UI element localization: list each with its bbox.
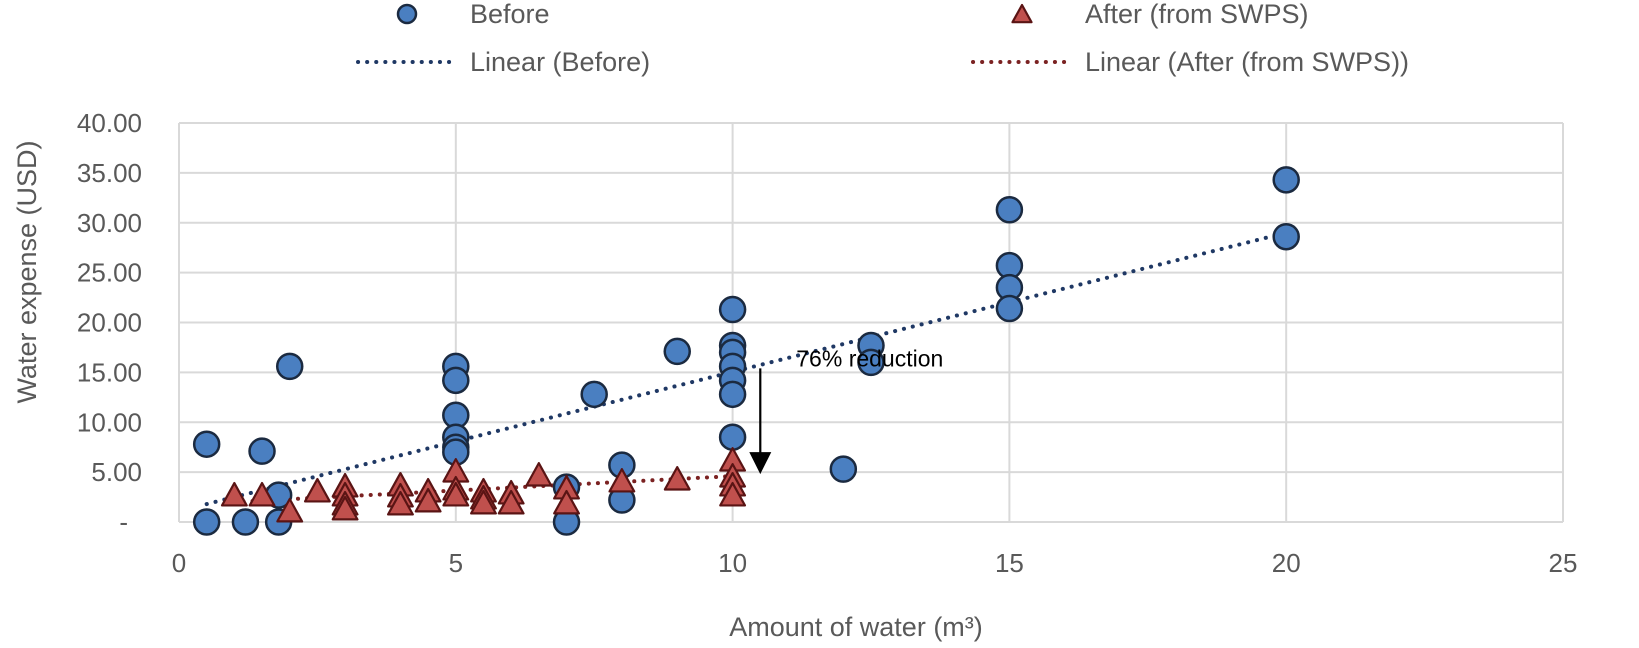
- y-tick-label: 25.00: [77, 258, 142, 288]
- after-point: [525, 462, 553, 487]
- before-point: [663, 337, 691, 366]
- y-tick-label: 30.00: [77, 208, 142, 238]
- after-point: [719, 481, 747, 507]
- x-tick-label: 10: [718, 548, 747, 578]
- legend-linear-after-label: Linear (After (from SWPS)): [1085, 47, 1409, 77]
- reduction-annotation: 76% reduction: [796, 345, 943, 371]
- before-point: [192, 508, 221, 536]
- legend-before-marker: [396, 3, 418, 25]
- gridlines: [178, 122, 1564, 523]
- before-point: [248, 437, 276, 465]
- y-tick-label: 20.00: [77, 308, 142, 338]
- after-point: [248, 481, 276, 507]
- before-point: [718, 295, 747, 324]
- before-point: [1272, 166, 1300, 194]
- y-axis-ticks: - 5.00 10.00 15.00 20.00 25.00 30.00 35.00 40.00: [77, 108, 142, 537]
- trendline-before: [204, 230, 1289, 507]
- legend-linear-before-label: Linear (Before): [470, 47, 650, 77]
- y-tick-label: 40.00: [77, 108, 142, 138]
- y-tick-label: 5.00: [91, 457, 142, 487]
- before-point: [442, 366, 470, 395]
- y-tick-label: 35.00: [77, 158, 142, 188]
- x-tick-label: 5: [449, 548, 463, 578]
- before-point: [275, 352, 304, 381]
- x-axis-title: Amount of water (m³): [729, 612, 983, 642]
- after-point: [497, 489, 525, 515]
- x-tick-label: 25: [1549, 548, 1578, 578]
- y-tick-label: 15.00: [77, 357, 142, 387]
- y-tick-label: 10.00: [77, 407, 142, 437]
- before-point: [192, 430, 221, 458]
- legend-after-label: After (from SWPS): [1085, 0, 1309, 29]
- before-point: [231, 508, 260, 536]
- legend-after-marker: [1011, 3, 1033, 24]
- after-point: [442, 481, 470, 507]
- y-tick-label: -: [119, 507, 128, 537]
- before-point: [995, 196, 1024, 224]
- before-point: [718, 380, 747, 409]
- after-point: [220, 481, 248, 507]
- reduction-arrowhead: [749, 452, 772, 475]
- after-point: [663, 466, 691, 491]
- x-axis-ticks: 0 5 10 15 20 25: [172, 548, 1578, 578]
- legend-before-label: Before: [470, 0, 550, 29]
- annotations: 76% reduction: [749, 345, 943, 475]
- after-point: [553, 489, 580, 515]
- before-point: [829, 455, 858, 483]
- before-point: [995, 294, 1024, 323]
- after-point: [276, 497, 304, 523]
- after-point: [331, 495, 359, 521]
- y-axis-title: Water expense (USD): [12, 140, 42, 403]
- data-points: [192, 166, 1300, 536]
- before-point: [1272, 222, 1300, 251]
- after-point: [608, 468, 636, 493]
- legend: Before After (from SWPS) Linear (Before) Li…: [356, 0, 1409, 77]
- before-point: [718, 423, 747, 451]
- after-point: [414, 487, 442, 513]
- before-point: [580, 380, 608, 409]
- x-tick-label: 15: [995, 548, 1024, 578]
- after-point: [386, 490, 414, 516]
- x-tick-label: 0: [172, 548, 186, 578]
- after-point: [470, 489, 497, 515]
- x-tick-label: 20: [1272, 548, 1301, 578]
- after-point: [303, 477, 331, 503]
- before-point: [857, 348, 885, 377]
